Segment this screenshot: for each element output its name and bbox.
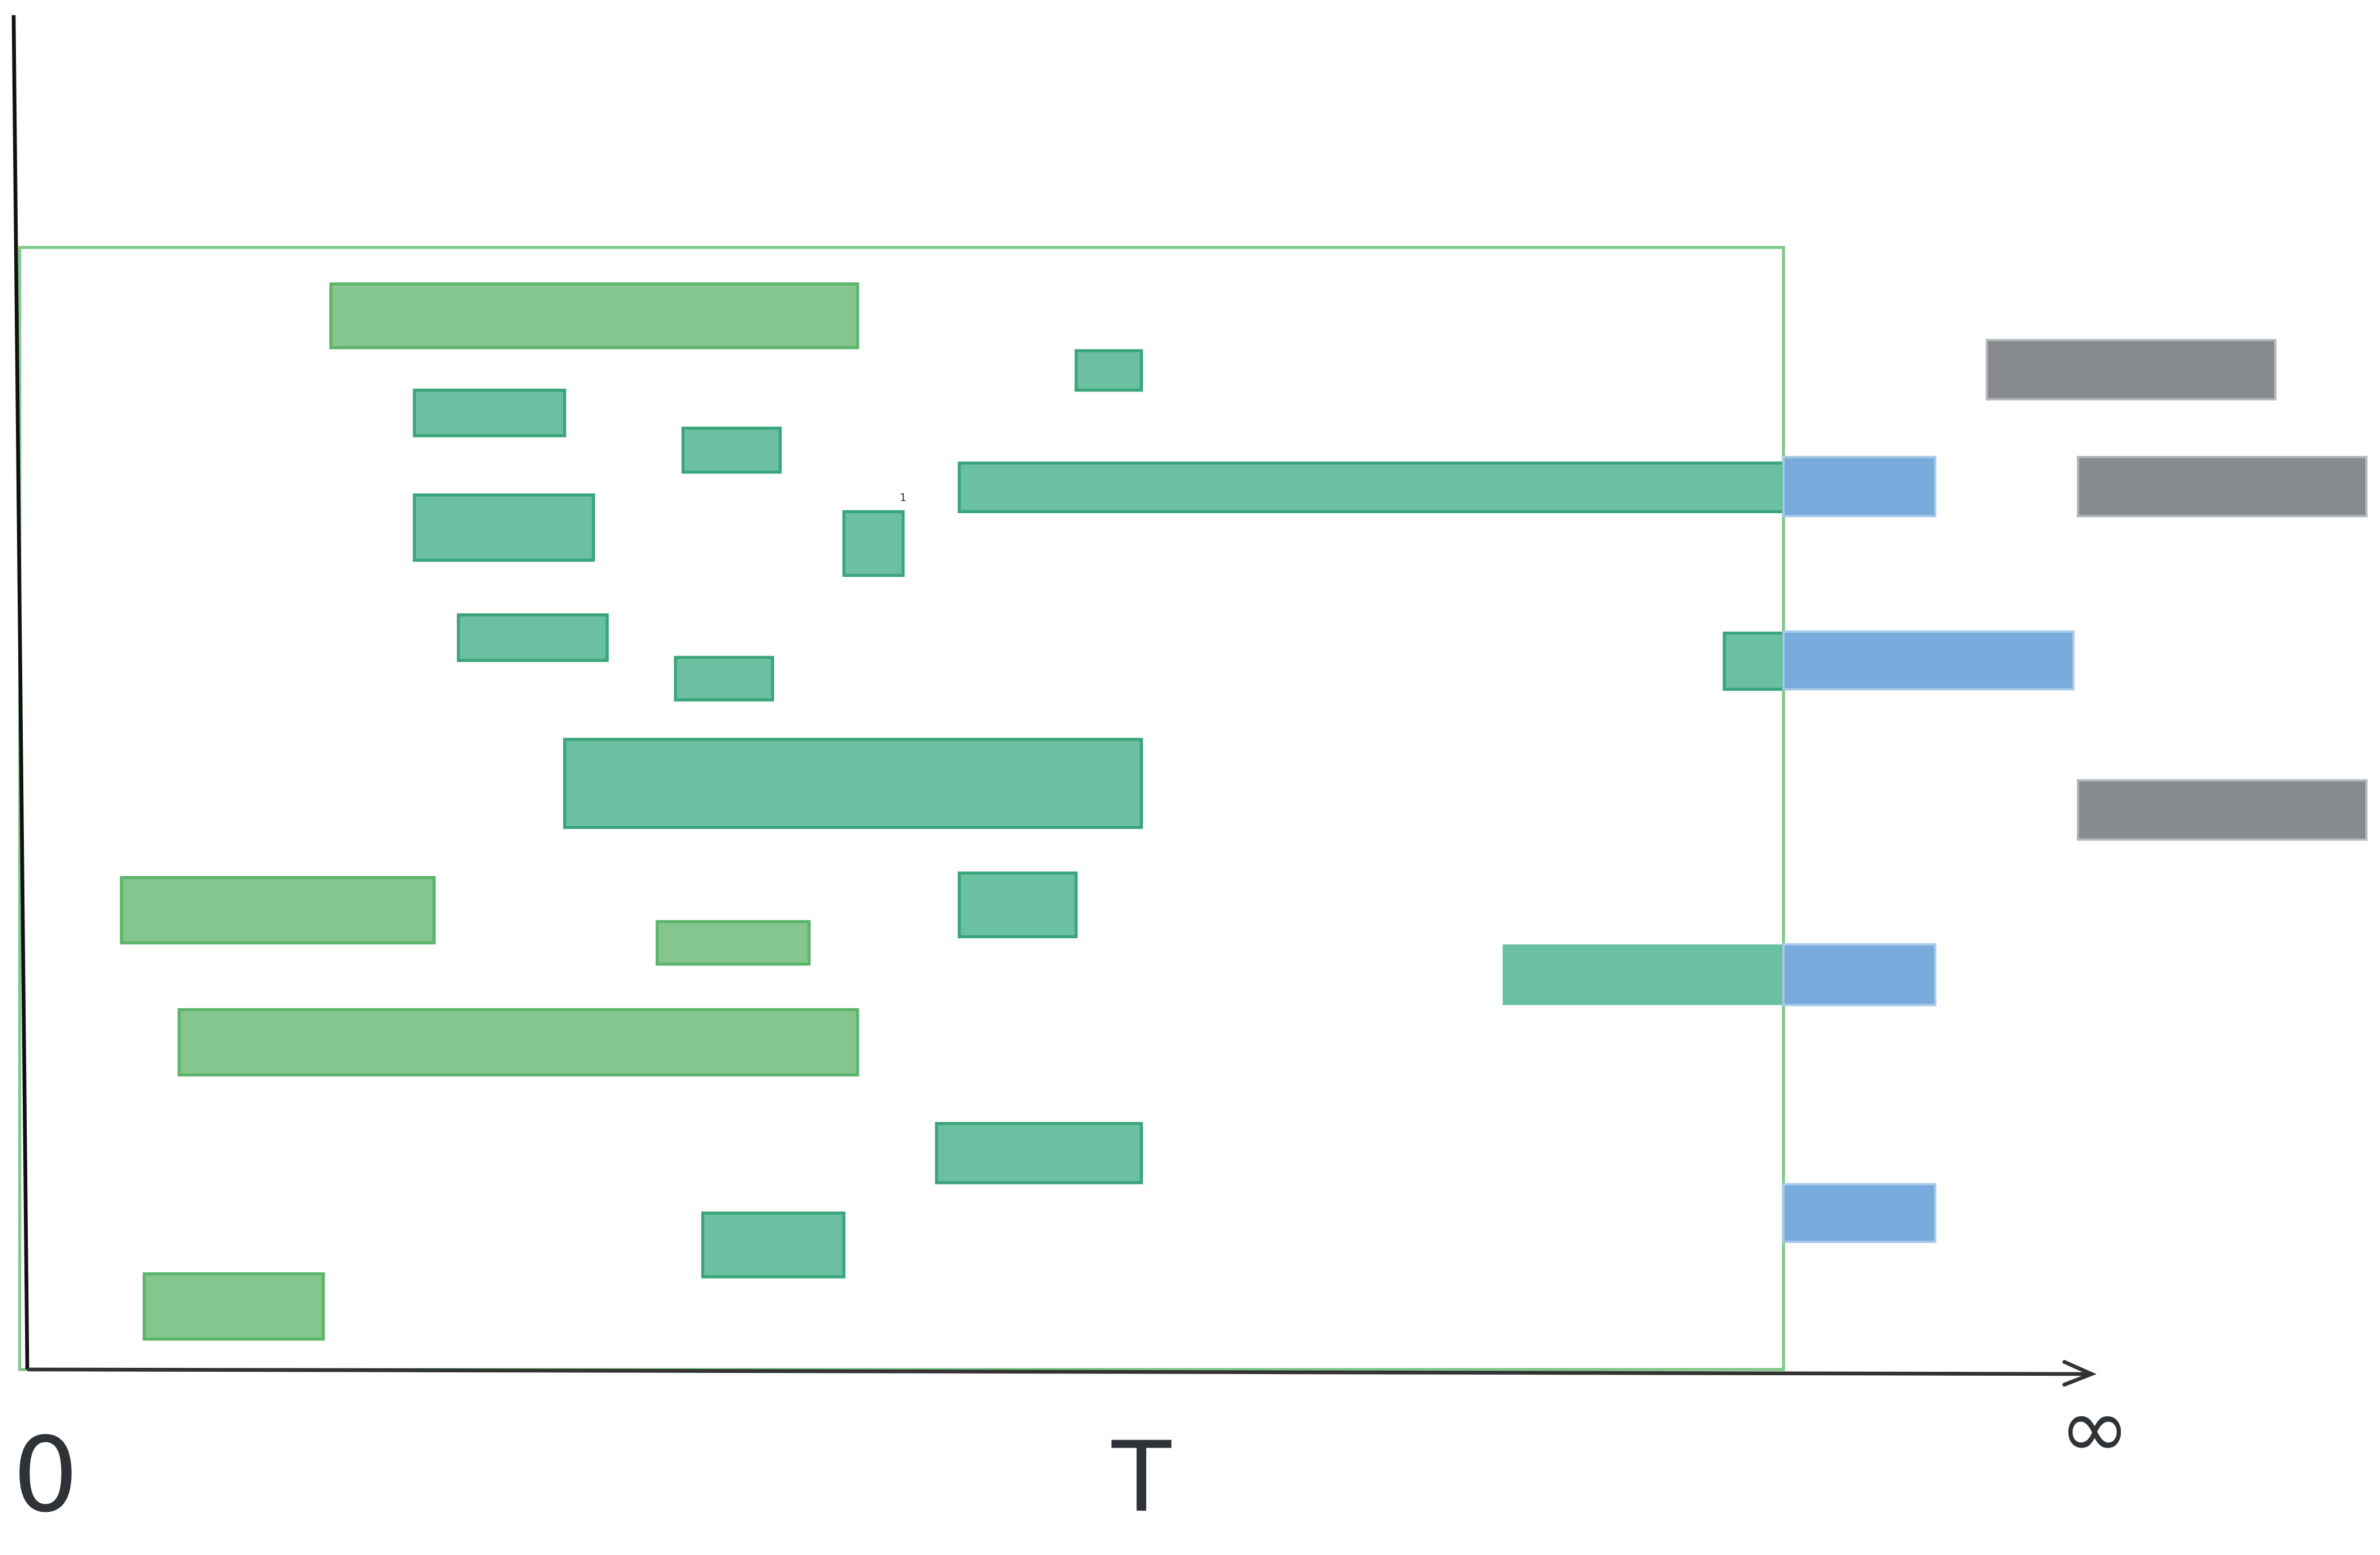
bar (412, 389, 567, 438)
bar (1075, 349, 1143, 392)
bar (957, 461, 1785, 513)
blue-bars (1782, 456, 2075, 1243)
bar (457, 613, 609, 662)
gray-bars (1985, 339, 2367, 841)
bar (1782, 1183, 1937, 1243)
origin-label: 0 (13, 1415, 78, 1535)
bar (119, 876, 436, 944)
bar (655, 920, 811, 966)
bar (701, 1211, 846, 1278)
window-box (18, 246, 1785, 1371)
bar (681, 426, 782, 474)
bar (329, 282, 860, 349)
bar (842, 510, 905, 578)
teal-bars (412, 349, 1785, 1278)
bar (1782, 456, 1937, 518)
axis-arrow (2062, 1360, 2097, 1387)
light-green-bars (119, 282, 860, 1341)
bar (412, 493, 595, 562)
bar (935, 1121, 1143, 1185)
y-axis (11, 15, 30, 1370)
bar (957, 871, 1078, 939)
infinity-label: ∞ (2059, 1379, 2130, 1478)
bar (673, 655, 774, 702)
bar (1985, 339, 2276, 401)
t-label: T (1111, 1421, 1171, 1534)
bar (2076, 779, 2367, 841)
bar (563, 737, 1143, 829)
bar (1782, 630, 2075, 691)
bar (1502, 944, 1784, 1005)
bar (2076, 456, 2367, 518)
bar (1782, 943, 1937, 1007)
bar (1722, 632, 1785, 691)
bar (177, 1008, 860, 1076)
marker-label: 1 (900, 492, 907, 504)
bar (142, 1272, 325, 1341)
x-axis (27, 1367, 2092, 1376)
